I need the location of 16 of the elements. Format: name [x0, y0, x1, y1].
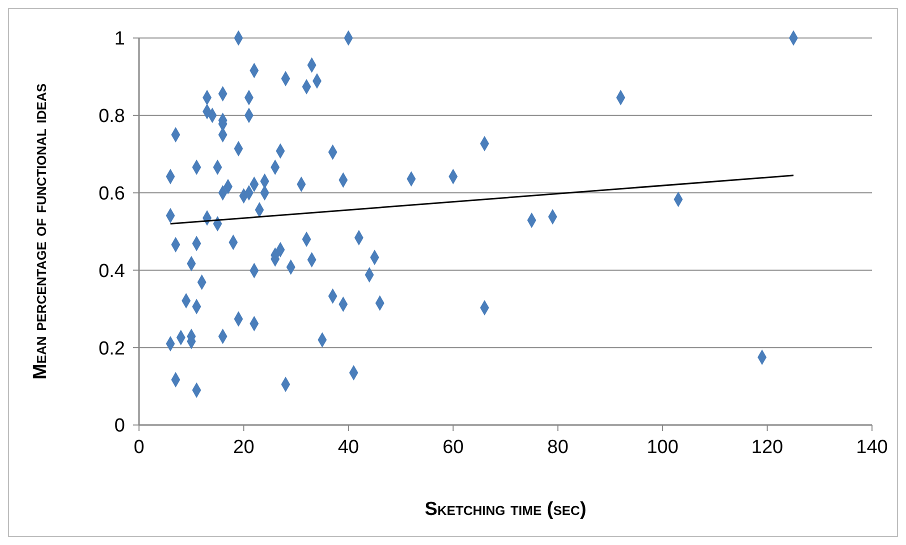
y-tick-label: 0.8 [98, 106, 125, 128]
x-tick-label: 140 [856, 437, 888, 458]
y-tick-label: 0.6 [98, 183, 125, 204]
y-tick-label: 0.4 [98, 260, 126, 282]
y-tick-label: 1 [114, 28, 125, 50]
x-tick-label: 120 [751, 437, 784, 458]
y-tick-label: 0.2 [98, 338, 125, 360]
x-axis-title: Sketching time (sec) [424, 499, 586, 520]
x-tick-label: 40 [338, 437, 359, 458]
x-tick-label: 0 [134, 437, 144, 458]
y-axis-title: Mean percentage of functional ideas [30, 83, 51, 380]
x-tick-label: 100 [646, 437, 678, 458]
x-tick-label: 20 [233, 437, 254, 458]
x-tick-label: 60 [442, 437, 464, 458]
y-tick-label: 0 [114, 416, 125, 437]
x-tick-label: 80 [547, 437, 568, 458]
